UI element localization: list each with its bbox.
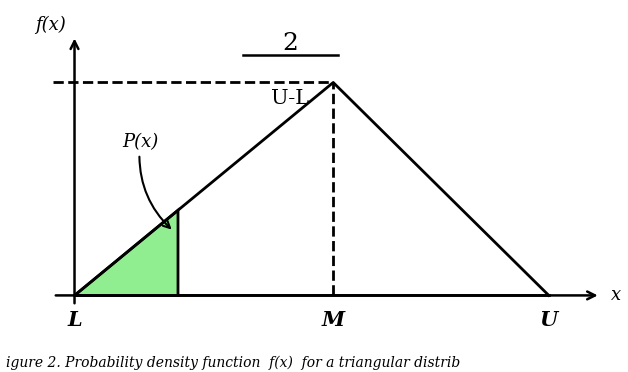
Text: P(x): P(x) (122, 133, 170, 228)
Text: L: L (67, 310, 82, 330)
Text: U: U (539, 310, 558, 330)
Text: U-L: U-L (271, 89, 309, 108)
Text: M: M (322, 310, 345, 330)
Text: igure 2. Probability density function  f(x)  for a triangular distrib: igure 2. Probability density function f(… (6, 356, 460, 370)
Text: 2: 2 (282, 32, 298, 55)
Text: f(x): f(x) (35, 15, 66, 33)
Polygon shape (75, 210, 178, 295)
Text: x: x (611, 286, 621, 304)
